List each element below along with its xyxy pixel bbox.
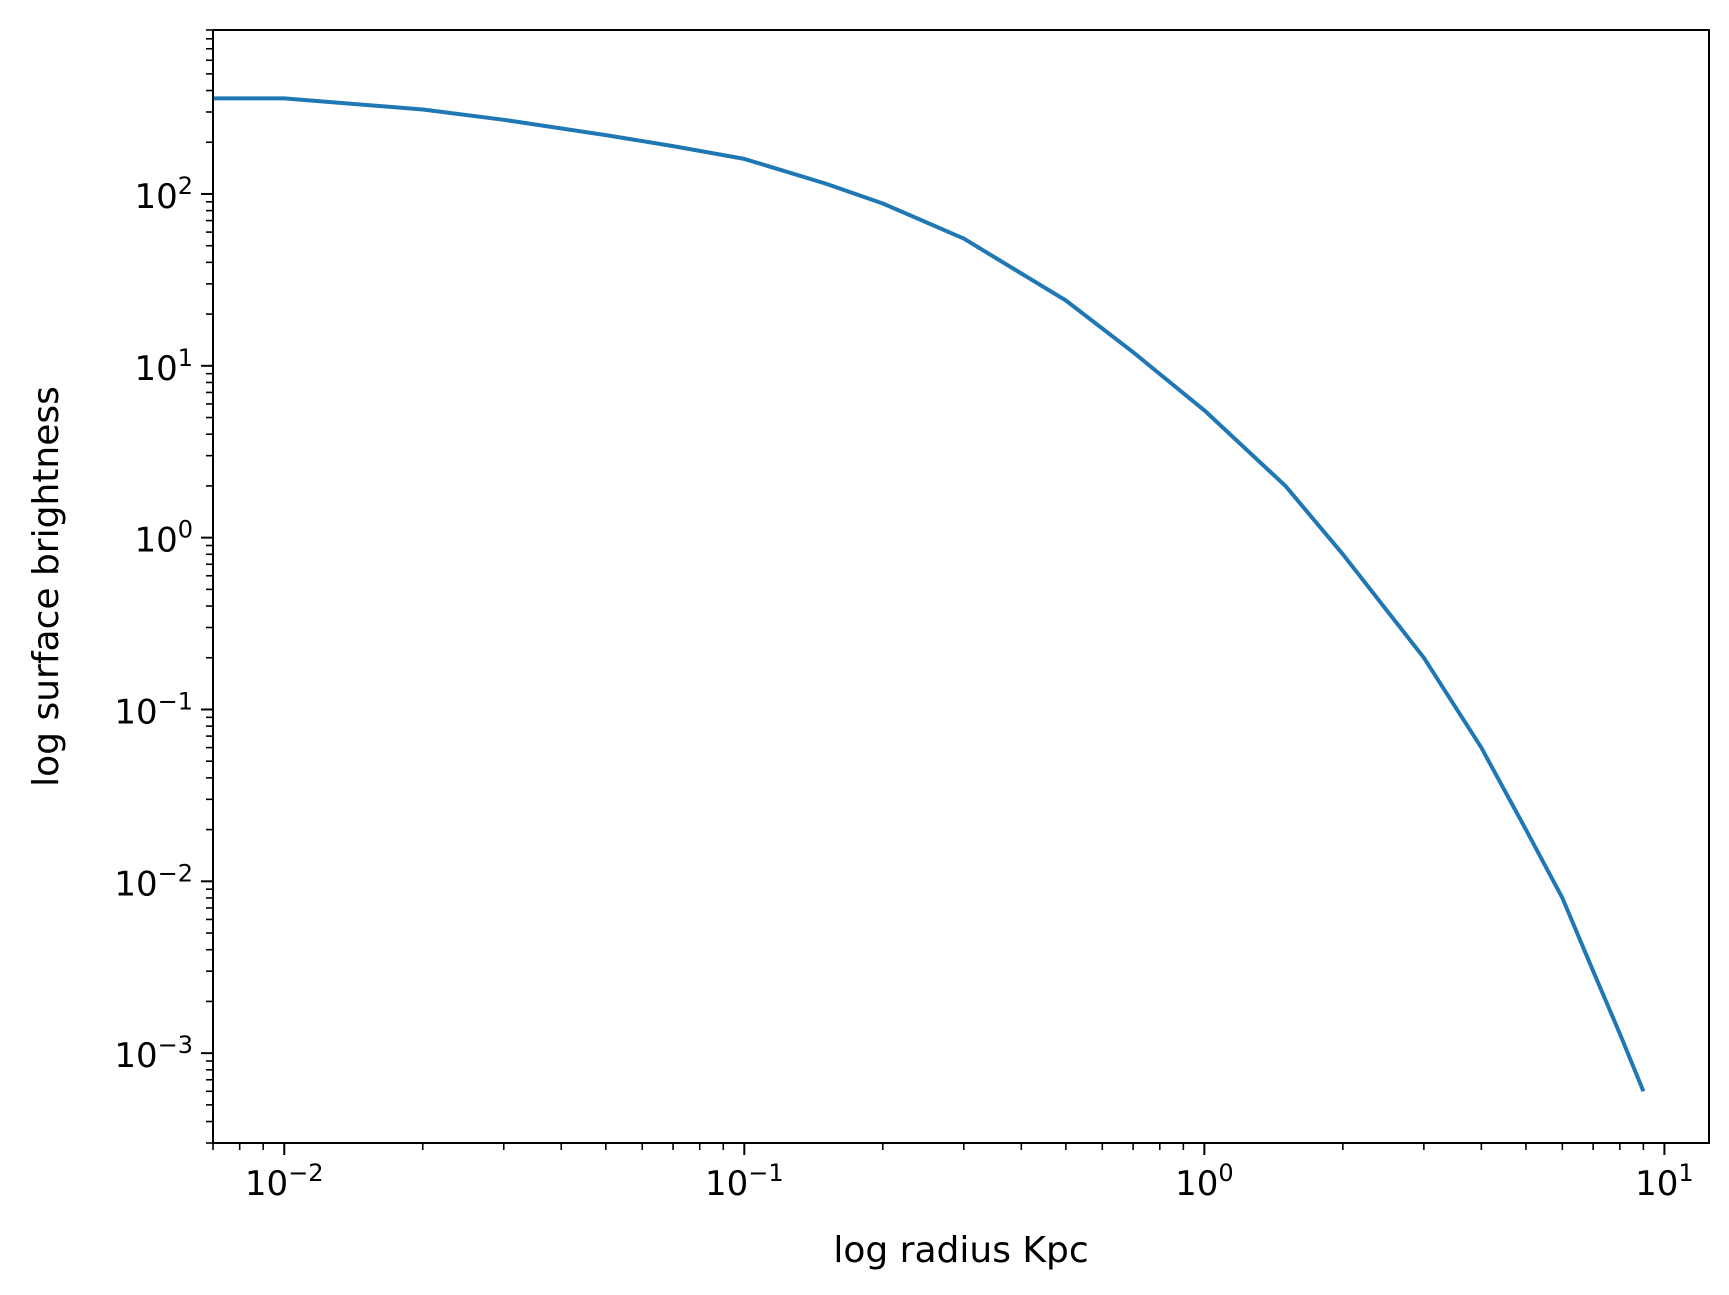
x-tick-label: 100 (1175, 1159, 1234, 1204)
y-axis: 10−3 10−2 10−1 100 101 102 (114, 29, 213, 1144)
y-tick-label: 102 (134, 172, 193, 217)
plot-area (213, 96, 1646, 1093)
x-tick-label: 10−1 (705, 1159, 784, 1204)
y-tick-label: 101 (134, 344, 193, 389)
series-line (213, 96, 1646, 1093)
x-tick-label: 10−2 (245, 1159, 324, 1204)
y-tick-label: 10−2 (114, 859, 193, 904)
y-tick-label: 10−3 (114, 1031, 193, 1076)
y-axis-label: log surface brightness (26, 386, 67, 787)
y-tick-label: 100 (134, 516, 193, 561)
y-tick-label: 10−1 (114, 687, 193, 732)
x-axis-label: log radius Kpc (833, 1230, 1088, 1271)
x-tick-label: 101 (1635, 1159, 1694, 1204)
axes-frame (212, 29, 1710, 1144)
x-axis: 10−2 10−1 100 101 (212, 1143, 1694, 1204)
